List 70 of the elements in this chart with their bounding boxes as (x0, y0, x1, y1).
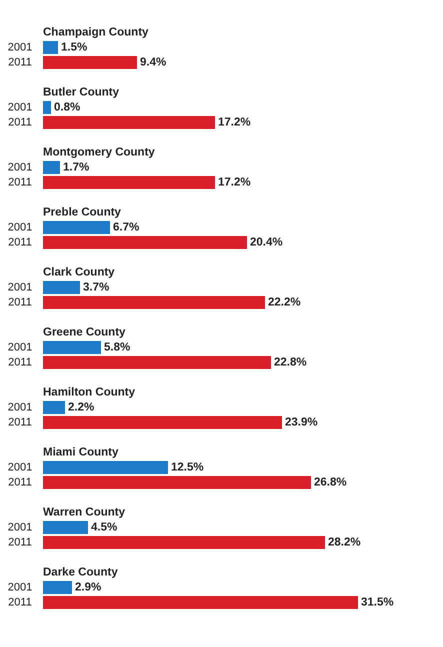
data-label: 23.9% (285, 416, 318, 428)
series-label: 2001 (8, 42, 32, 54)
series-label: 2011 (8, 56, 32, 68)
data-label: 4.5% (91, 522, 118, 534)
text: 2011 (8, 176, 32, 188)
bar (43, 356, 271, 369)
bar (43, 116, 215, 129)
data-label: 22.2% (268, 296, 301, 308)
text: 2001 (8, 162, 32, 174)
bar (43, 521, 88, 534)
y-tick-label: Clark County (43, 266, 116, 278)
text: 2011 (8, 416, 32, 428)
data-label: 17.2% (218, 116, 251, 128)
bar (43, 236, 247, 249)
data-label: 26.8% (314, 476, 347, 488)
text: 2011 (8, 596, 32, 608)
bar (43, 536, 325, 549)
bar (43, 41, 58, 54)
data-label: 0.8% (54, 102, 80, 114)
y-tick-label: Montgomery County (43, 146, 156, 158)
data-label: 2.9% (75, 582, 102, 594)
text: 2001 (8, 222, 32, 234)
bar (43, 221, 110, 234)
data-label: 31.5% (361, 596, 394, 608)
data-label: 6.7% (113, 222, 140, 234)
text: 2011 (8, 356, 32, 368)
text: 2001 (8, 522, 32, 534)
bar (43, 476, 311, 489)
y-tick-label: Miami County (43, 446, 119, 458)
text: 2011 (8, 116, 32, 128)
bar (43, 581, 72, 594)
bar (43, 281, 80, 294)
data-label: 1.7% (63, 162, 90, 174)
data-label: 17.2% (218, 176, 251, 188)
text: 2001 (8, 462, 32, 474)
data-label: 5.8% (104, 342, 130, 354)
data-label: 28.2% (328, 536, 361, 548)
y-tick-label: Greene County (43, 326, 126, 338)
bar (43, 296, 265, 309)
data-label: 9.4% (140, 56, 166, 68)
data-label: 2.2% (68, 402, 94, 414)
y-tick-label: Preble County (43, 206, 122, 218)
bar (43, 176, 215, 189)
bar (43, 161, 60, 174)
text: 2001 (8, 342, 32, 354)
text: 2001 (8, 102, 32, 114)
y-tick-label: Champaign County (43, 26, 150, 38)
data-label: 3.7% (83, 282, 110, 294)
bar (43, 56, 137, 69)
text: 2011 (8, 476, 32, 488)
data-label: 1.5% (61, 42, 88, 54)
bar (43, 416, 282, 429)
text: 2001 (8, 402, 32, 414)
text: 2011 (8, 536, 32, 548)
bar (43, 461, 168, 474)
bar (43, 101, 51, 114)
text: 2011 (8, 236, 32, 248)
data-label: 20.4% (250, 236, 283, 248)
y-tick-label: Warren County (43, 506, 126, 518)
text: 2001 (8, 282, 32, 294)
bar (43, 401, 65, 414)
y-tick-label: Hamilton County (43, 386, 136, 398)
text: 2001 (8, 582, 32, 594)
bar (43, 596, 358, 609)
text: 2011 (8, 296, 32, 308)
y-tick-label: Butler County (43, 86, 120, 98)
data-label: 12.5% (171, 462, 204, 474)
y-tick-label: Darke County (43, 566, 118, 578)
data-label: 22.8% (274, 356, 307, 368)
bar (43, 341, 101, 354)
